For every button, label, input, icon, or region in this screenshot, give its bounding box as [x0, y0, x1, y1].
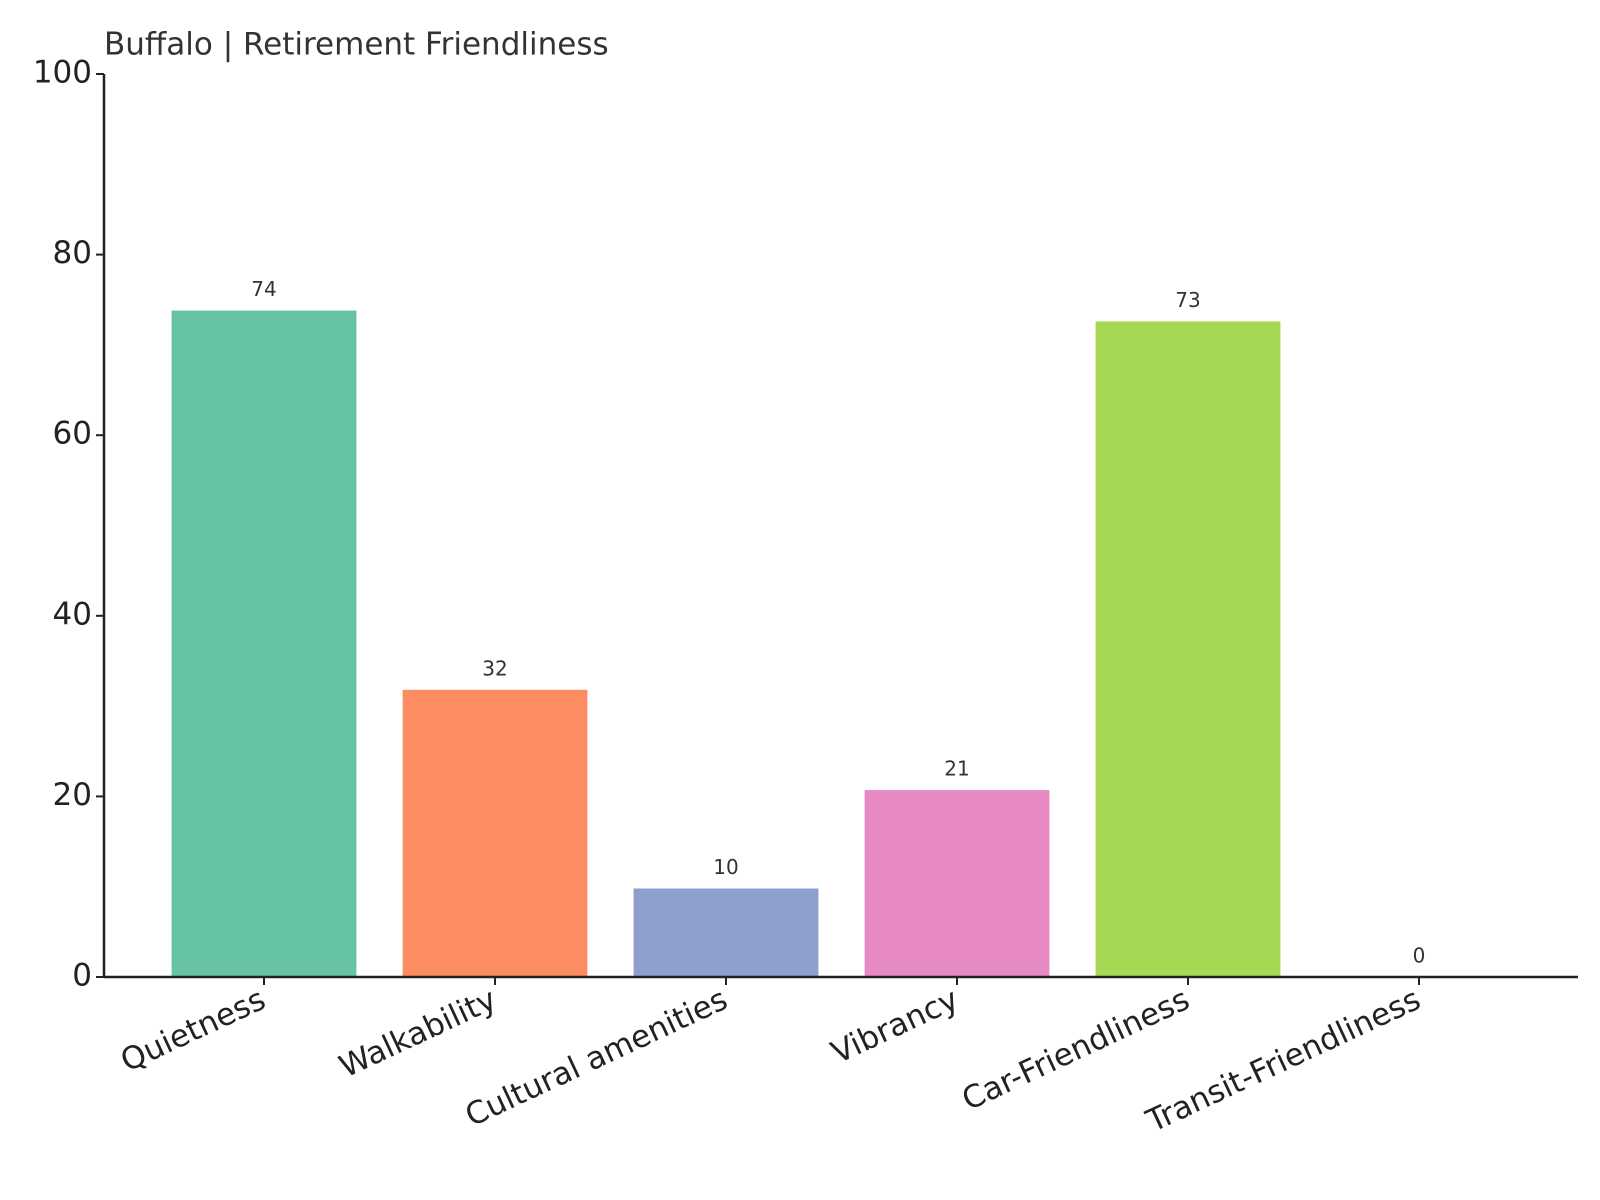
value-label: 73 [1175, 288, 1200, 312]
y-tick-label: 80 [53, 235, 92, 271]
y-tick-label: 20 [53, 777, 92, 813]
value-label: 21 [944, 757, 969, 781]
x-tick-label: Quietness [115, 981, 271, 1079]
y-tick-label: 40 [53, 596, 92, 632]
y-tick-label: 100 [33, 55, 92, 91]
value-label: 74 [251, 277, 276, 301]
y-tick-label: 0 [72, 958, 92, 994]
value-label: 0 [1413, 944, 1426, 968]
x-tick-label: Vibrancy [826, 981, 964, 1071]
bar [864, 790, 1050, 977]
value-label: 32 [482, 656, 507, 680]
value-label: 10 [713, 855, 738, 879]
bar [1095, 321, 1281, 977]
chart-title: Buffalo | Retirement Friendliness [104, 27, 609, 63]
x-tick-label: Walkability [334, 981, 502, 1085]
bar [633, 888, 819, 977]
x-tick-label: Cultural amenities [460, 981, 733, 1134]
bar [402, 689, 588, 977]
x-tick-label: Car-Friendliness [957, 981, 1195, 1118]
bar [171, 310, 357, 977]
y-tick-label: 60 [53, 416, 92, 452]
